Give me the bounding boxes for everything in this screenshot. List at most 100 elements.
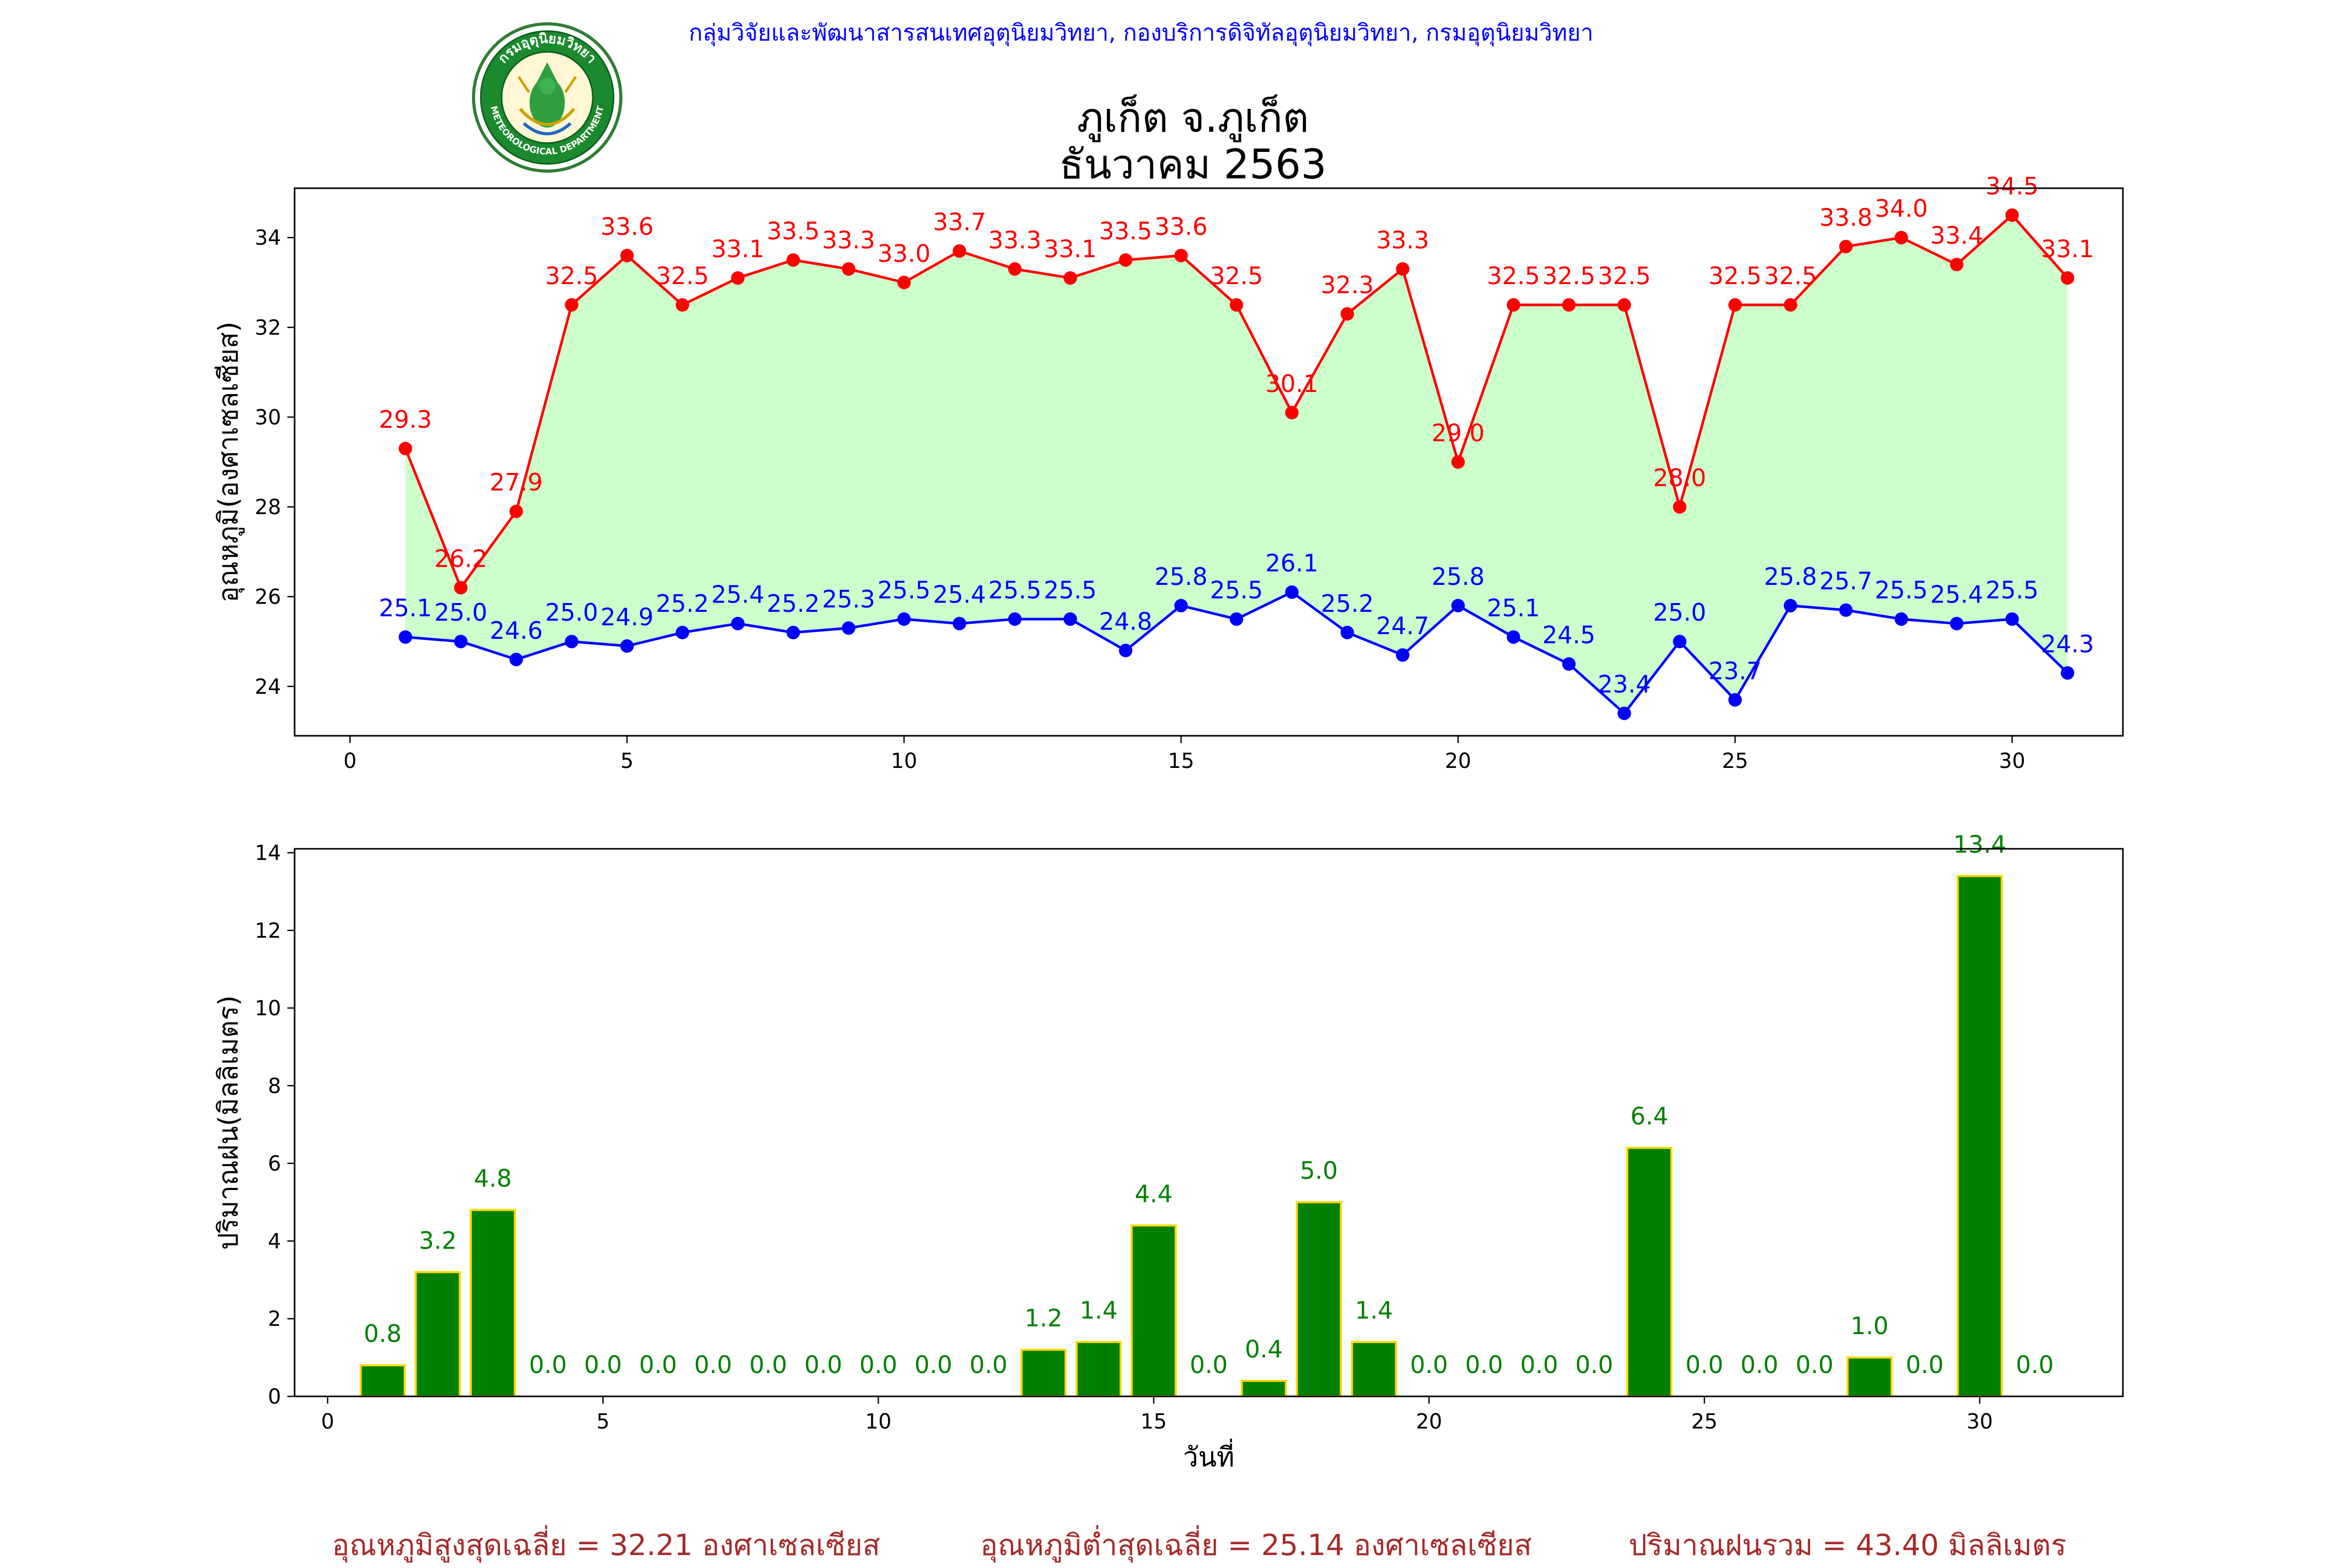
temp-y-tick-label: 28 — [255, 496, 281, 520]
rain-data-label: 0.0 — [1796, 1351, 1833, 1379]
temp-min-data-label: 25.7 — [1819, 567, 1872, 595]
temp-y-axis-label: อุณหภูมิ(องศาเซลเซียส) — [213, 321, 245, 603]
temp-max-data-label: 34.5 — [1985, 172, 2038, 200]
temp-min-point — [1229, 612, 1243, 626]
temp-min-point — [1784, 598, 1798, 612]
temp-min-data-label: 25.4 — [711, 581, 764, 609]
temp-min-data-label: 25.8 — [1764, 563, 1817, 591]
temp-max-point — [1285, 405, 1299, 419]
temp-max-data-label: 33.6 — [1155, 213, 1207, 241]
temp-max-data-label: 32.5 — [545, 262, 598, 290]
rain-y-tick-label: 6 — [268, 1152, 281, 1176]
temp-max-point — [1784, 298, 1798, 312]
temp-min-point — [1008, 612, 1022, 626]
temp-max-data-label: 32.5 — [1708, 262, 1761, 290]
rain-data-label: 4.4 — [1135, 1180, 1173, 1208]
temp-y-tick-label: 32 — [255, 316, 281, 340]
agency-header-text: กลุ่มวิจัยและพัฒนาสารสนเทศอุตุนิยมวิทยา,… — [688, 20, 1594, 46]
temp-min-data-label: 26.1 — [1266, 549, 1318, 577]
temp-max-data-label: 33.3 — [822, 226, 875, 254]
rain-data-label: 0.0 — [1410, 1351, 1448, 1379]
rain-bar — [414, 1271, 461, 1397]
temp-min-point — [565, 635, 579, 649]
temp-min-point — [1617, 706, 1631, 720]
temp-y-tick-label: 30 — [255, 405, 281, 429]
temp-max-point — [675, 298, 689, 312]
rain-y-tick-label: 8 — [268, 1074, 281, 1098]
rain-data-label: 0.0 — [914, 1351, 952, 1379]
rain-plot-frame — [294, 848, 2124, 1397]
temp-max-data-label: 33.1 — [1044, 235, 1096, 263]
rain-x-tick-label: 30 — [1966, 1410, 1993, 1434]
temp-min-data-label: 25.5 — [988, 576, 1041, 604]
temp-min-data-label: 25.0 — [1653, 598, 1706, 626]
temp-max-point — [1950, 258, 1964, 272]
temp-min-data-label: 25.4 — [1930, 581, 1983, 609]
temp-max-data-label: 33.6 — [601, 213, 654, 241]
rain-data-label: 0.0 — [749, 1351, 787, 1379]
temp-max-point — [1119, 253, 1133, 267]
rain-y-tick-label: 0 — [268, 1385, 281, 1409]
temp-max-point — [897, 275, 911, 289]
temp-min-data-label: 24.8 — [1099, 608, 1152, 636]
temp-min-point — [1119, 643, 1133, 657]
chart-title-station: ภูเก็ต จ.ภูเก็ต — [1077, 95, 1309, 142]
rain-y-tick-label: 10 — [255, 997, 281, 1020]
rain-y-tick-label: 12 — [255, 919, 281, 943]
temp-x-tick-label: 5 — [620, 749, 633, 773]
temp-min-data-label: 25.5 — [1875, 576, 1928, 604]
temp-x-tick-label: 30 — [1999, 749, 2025, 773]
temp-min-point — [2061, 666, 2075, 680]
temp-max-data-label: 32.5 — [656, 262, 709, 290]
temp-x-tick-label: 10 — [891, 749, 918, 773]
temp-max-point — [1839, 240, 1853, 254]
rain-data-label: 0.0 — [1575, 1351, 1613, 1379]
rain-bar — [1351, 1341, 1397, 1397]
temp-min-point — [509, 652, 523, 666]
temp-max-point — [454, 581, 468, 595]
rain-data-label: 6.4 — [1630, 1102, 1668, 1130]
temp-min-data-label: 25.5 — [1210, 576, 1263, 604]
temp-min-data-label: 24.7 — [1376, 612, 1429, 640]
rain-data-label: 0.0 — [1906, 1351, 1943, 1379]
rain-data-label: 0.0 — [1190, 1351, 1228, 1379]
rain-data-label: 0.0 — [969, 1351, 1007, 1379]
temp-max-point — [731, 271, 745, 285]
rain-bar — [359, 1364, 406, 1398]
temp-min-data-label: 23.4 — [1597, 670, 1650, 698]
rain-bar — [1020, 1349, 1067, 1398]
temp-min-data-label: 25.5 — [1044, 576, 1096, 604]
rain-data-label: 0.0 — [1520, 1351, 1558, 1379]
temp-max-data-label: 33.3 — [1376, 226, 1429, 254]
rain-data-label: 0.0 — [2016, 1351, 2054, 1379]
rain-data-label: 3.2 — [419, 1226, 456, 1254]
rain-data-label: 13.4 — [1953, 830, 2006, 858]
temp-min-point — [1728, 693, 1742, 707]
temp-max-data-label: 32.5 — [1597, 262, 1650, 290]
temp-min-data-label: 25.2 — [656, 590, 709, 618]
temp-max-data-label: 32.5 — [1764, 262, 1817, 290]
rain-x-tick-label: 25 — [1691, 1410, 1718, 1434]
temp-min-data-label: 25.2 — [1321, 590, 1373, 618]
rain-data-label: 1.4 — [1080, 1296, 1118, 1324]
temp-min-point — [842, 621, 856, 635]
temp-max-point — [1894, 231, 1908, 245]
temp-max-point — [565, 298, 579, 312]
temp-min-data-label: 24.5 — [1543, 621, 1595, 649]
temp-max-data-label: 29.0 — [1432, 419, 1484, 447]
temp-min-point — [897, 612, 911, 626]
temp-min-data-label: 25.1 — [1487, 594, 1540, 622]
temp-max-point — [1340, 307, 1354, 321]
temp-min-point — [1451, 598, 1465, 612]
rain-data-label: 0.4 — [1245, 1335, 1283, 1363]
temp-min-point — [1340, 625, 1354, 639]
temp-min-data-label: 25.1 — [379, 594, 432, 622]
department-logo-icon: กรมอุตุนิยมวิทยา METEOROLOGICAL DEPARTME… — [472, 22, 622, 173]
avg-min-temp-text: อุณหภูมิต่ำสุดเฉลี่ย = 25.14 องศาเซลเซีย… — [980, 1529, 1532, 1562]
rain-bar — [1296, 1201, 1342, 1398]
temp-min-data-label: 25.4 — [933, 581, 986, 609]
temp-max-data-label: 33.7 — [933, 208, 986, 236]
rain-data-label: 0.8 — [364, 1320, 401, 1348]
temp-max-point — [786, 253, 800, 267]
rain-x-axis-label: วันที่ — [1183, 1438, 1234, 1473]
